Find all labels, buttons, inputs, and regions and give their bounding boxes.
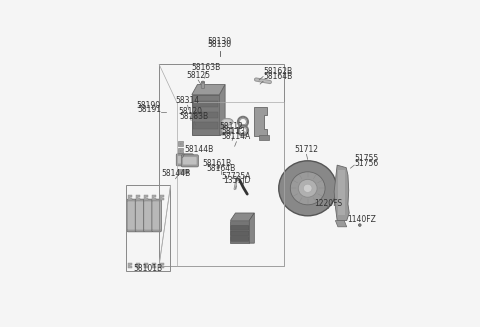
Polygon shape [160, 263, 165, 268]
Polygon shape [128, 195, 132, 200]
FancyBboxPatch shape [231, 237, 249, 241]
Bar [159, 64, 284, 266]
Polygon shape [193, 101, 218, 108]
FancyBboxPatch shape [135, 199, 145, 232]
FancyBboxPatch shape [128, 201, 136, 230]
Polygon shape [230, 213, 254, 220]
FancyBboxPatch shape [231, 226, 249, 230]
Polygon shape [178, 147, 182, 152]
Ellipse shape [221, 118, 233, 125]
Polygon shape [336, 220, 347, 227]
Text: 58112: 58112 [219, 122, 243, 131]
Text: 1351JD: 1351JD [223, 176, 250, 185]
Text: 58191: 58191 [137, 105, 161, 114]
FancyBboxPatch shape [231, 231, 249, 236]
Text: 58161B: 58161B [203, 159, 232, 168]
Text: 58162B: 58162B [264, 67, 293, 76]
Text: 58120: 58120 [178, 107, 202, 116]
Ellipse shape [298, 180, 317, 197]
FancyBboxPatch shape [144, 201, 152, 230]
Text: 51755: 51755 [355, 154, 379, 163]
FancyBboxPatch shape [183, 157, 197, 165]
Text: 58113: 58113 [221, 127, 245, 136]
Text: 58190: 58190 [137, 101, 161, 110]
Ellipse shape [290, 172, 325, 205]
FancyBboxPatch shape [181, 155, 198, 167]
Polygon shape [152, 195, 156, 200]
FancyBboxPatch shape [178, 156, 192, 164]
Text: 58130: 58130 [207, 37, 232, 45]
Bar [177, 102, 284, 266]
Text: 1220FS: 1220FS [314, 199, 343, 208]
FancyBboxPatch shape [176, 154, 193, 166]
Polygon shape [193, 112, 218, 118]
Ellipse shape [222, 128, 232, 133]
Text: 58144B: 58144B [184, 145, 214, 154]
Text: 58114A: 58114A [222, 132, 251, 141]
Polygon shape [160, 195, 165, 200]
Ellipse shape [202, 81, 204, 83]
FancyBboxPatch shape [136, 201, 144, 230]
Text: 58164B: 58164B [264, 72, 293, 81]
FancyBboxPatch shape [127, 199, 136, 232]
Text: 51712: 51712 [294, 145, 318, 154]
Text: 58183B: 58183B [180, 112, 209, 121]
Polygon shape [144, 195, 148, 200]
Text: 58164B: 58164B [206, 164, 236, 173]
Polygon shape [178, 141, 182, 146]
Text: 58314: 58314 [176, 96, 200, 105]
Ellipse shape [279, 161, 336, 216]
Ellipse shape [255, 78, 257, 81]
Ellipse shape [217, 166, 219, 168]
FancyBboxPatch shape [152, 199, 161, 232]
Text: 58130: 58130 [207, 40, 232, 49]
Polygon shape [219, 85, 225, 135]
Polygon shape [128, 263, 132, 268]
Ellipse shape [359, 224, 361, 226]
Polygon shape [178, 169, 188, 173]
Polygon shape [152, 263, 156, 268]
Polygon shape [192, 95, 219, 135]
Polygon shape [230, 220, 249, 243]
Polygon shape [259, 135, 269, 140]
Text: 57725A: 57725A [221, 172, 251, 181]
Ellipse shape [236, 178, 239, 180]
Ellipse shape [222, 119, 232, 125]
Polygon shape [192, 85, 225, 95]
FancyBboxPatch shape [153, 201, 161, 230]
Polygon shape [136, 195, 140, 200]
Text: 58144B: 58144B [161, 169, 190, 178]
Polygon shape [144, 263, 148, 268]
Text: 1140FZ: 1140FZ [348, 215, 376, 224]
Text: 58101B: 58101B [133, 264, 163, 273]
Bar [126, 185, 170, 271]
Polygon shape [334, 165, 349, 220]
Polygon shape [249, 213, 254, 243]
Text: 58125: 58125 [186, 71, 210, 79]
FancyBboxPatch shape [201, 82, 204, 88]
Polygon shape [136, 263, 140, 268]
Text: 51756: 51756 [355, 159, 379, 168]
Ellipse shape [303, 184, 312, 192]
FancyBboxPatch shape [144, 199, 153, 232]
Polygon shape [253, 107, 267, 136]
Ellipse shape [221, 127, 233, 134]
Polygon shape [193, 122, 218, 129]
Text: 58163B: 58163B [191, 63, 220, 72]
Polygon shape [338, 170, 346, 215]
